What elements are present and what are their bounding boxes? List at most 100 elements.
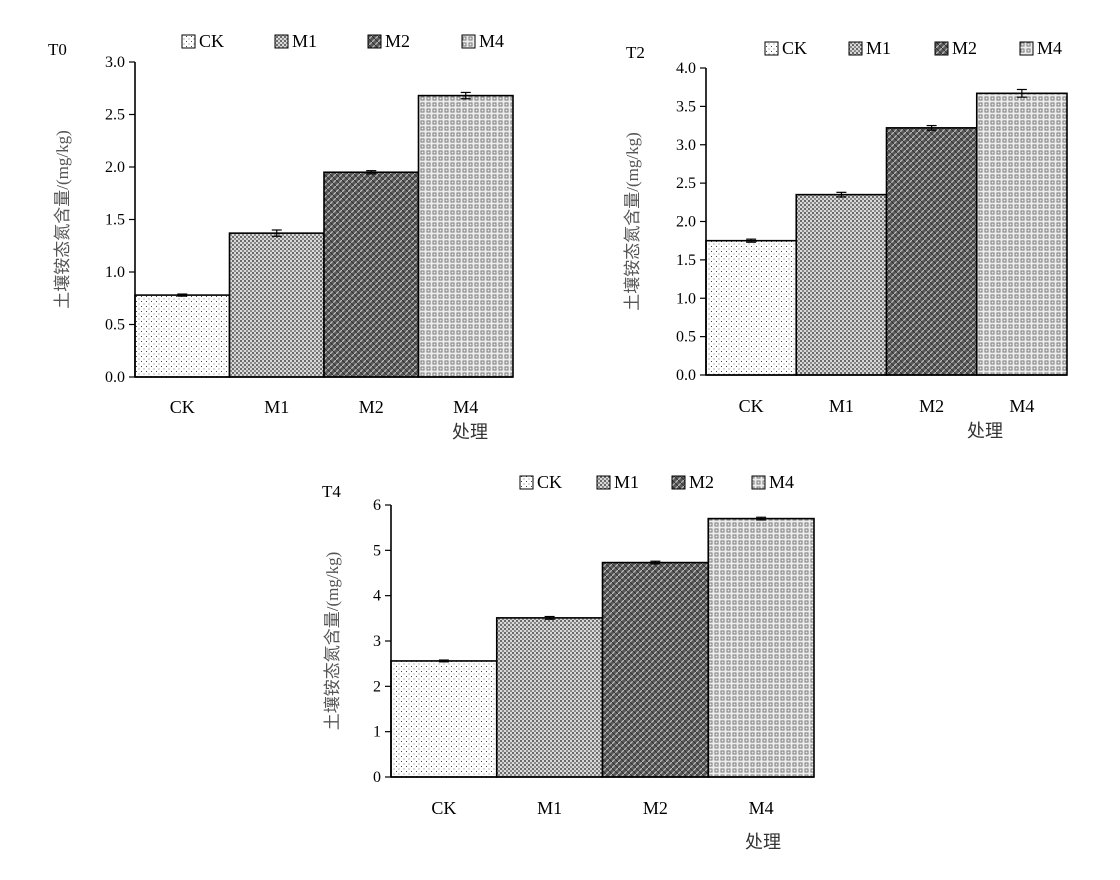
bar-ck [705, 239, 798, 376]
legend-label: M1 [614, 472, 639, 492]
legend-swatch [934, 41, 949, 56]
legend-label: CK [537, 472, 562, 492]
y-axis-label: 土壤铵态氮含量/(mg/kg) [52, 130, 72, 309]
legend-swatch [461, 34, 476, 49]
error-bar-ck [746, 238, 757, 243]
error-bar-m2 [650, 560, 661, 565]
legend-swatch [367, 34, 382, 49]
legend-label: M4 [1037, 38, 1062, 58]
legend-item-m1: M1 [274, 31, 317, 51]
legend-swatch [751, 475, 766, 490]
legend-item-m2: M2 [934, 38, 977, 58]
error-bar-m1 [544, 615, 555, 620]
x-tick-label: CK [739, 396, 764, 416]
y-tick-label: 2.5 [105, 107, 125, 124]
legend-label: CK [782, 38, 807, 58]
legend-swatch [848, 41, 863, 56]
bar-m4 [417, 94, 514, 378]
y-tick-label: 6 [373, 497, 381, 514]
x-tick-label: M4 [1009, 396, 1034, 416]
bar-ck [390, 660, 498, 778]
x-tick-label: CK [170, 397, 195, 417]
legend-swatch [519, 475, 534, 490]
error-bar-m4 [756, 516, 767, 521]
x-tick-label: M1 [829, 396, 854, 416]
bar-m2 [601, 561, 710, 778]
legend-item-m1: M1 [848, 38, 891, 58]
y-tick-label: 1.5 [676, 252, 696, 269]
y-tick-label: 3 [373, 633, 381, 650]
y-tick-label: 3.5 [676, 98, 696, 115]
legend-swatch [1019, 41, 1034, 56]
y-tick-label: 2.5 [676, 175, 696, 192]
bar-m4 [707, 517, 815, 778]
x-tick-label: M1 [264, 397, 289, 417]
x-axis-label: 处理 [452, 422, 488, 442]
x-tick-label: M2 [359, 397, 384, 417]
x-tick-label: M2 [919, 396, 944, 416]
y-tick-label: 0.5 [105, 317, 125, 334]
chart-T4: 0 1 2 3 4 5 6 CK M1 M2 M4 T4 土壤铵态氮含量/(mg/kg) 处理 CK M1 M2… [322, 472, 815, 852]
y-tick-label: 4 [373, 588, 381, 605]
legend-item-m2: M2 [367, 31, 410, 51]
x-tick-label: M2 [643, 798, 668, 818]
chart-T2: 0.0 0.5 1.0 1.5 2.0 2.5 3.0 3.5 4.0 CK M1 M2 M4 T2 土壤铵… [622, 38, 1068, 441]
error-bar-m1 [271, 229, 282, 237]
legend-item-m1: M1 [596, 472, 639, 492]
x-axis-label: 处理 [745, 832, 781, 852]
legend-item-m2: M2 [671, 472, 714, 492]
y-tick-label: 3.0 [676, 137, 696, 154]
legend-label: M2 [689, 472, 714, 492]
bar-m1 [228, 232, 325, 378]
error-bar-m2 [926, 124, 937, 131]
error-bar-m4 [460, 91, 471, 100]
legend-swatch [764, 41, 779, 56]
chart-T0: 0.0 0.5 1.0 1.5 2.0 2.5 3.0 CK M1 M2 M4 T0 土壤铵态氮含量/(… [48, 31, 514, 442]
legend-label: CK [199, 31, 224, 51]
legend-label: M4 [479, 31, 504, 51]
legend-item-ck: CK [519, 472, 562, 492]
y-tick-label: 1.0 [105, 264, 125, 281]
y-tick-label: 1 [373, 724, 381, 741]
legend-swatch [181, 34, 196, 49]
legend-label: M2 [385, 31, 410, 51]
legend-label: M2 [952, 38, 977, 58]
x-tick-label: CK [431, 798, 456, 818]
legend-item-m4: M4 [461, 31, 504, 51]
chart-title: T4 [322, 482, 341, 501]
y-tick-label: 3.0 [105, 54, 125, 71]
y-tick-label: 4.0 [676, 60, 696, 77]
y-tick-label: 0.0 [105, 369, 125, 386]
legend-label: M4 [769, 472, 794, 492]
y-tick-label: 5 [373, 542, 381, 559]
legend-label: M1 [292, 31, 317, 51]
y-tick-label: 2 [373, 678, 381, 695]
legend-item-ck: CK [764, 38, 807, 58]
legend-swatch [596, 475, 611, 490]
legend-swatch [671, 475, 686, 490]
bar-m1 [795, 193, 888, 376]
y-tick-label: 1.0 [676, 290, 696, 307]
legend-item-m4: M4 [751, 472, 794, 492]
x-tick-label: M1 [537, 798, 562, 818]
y-tick-label: 2.0 [676, 214, 696, 231]
error-bar-m1 [836, 191, 847, 198]
y-tick-label: 2.0 [105, 159, 125, 176]
legend-swatch [274, 34, 289, 49]
bar-m2 [323, 171, 420, 378]
error-bar-m2 [366, 170, 377, 175]
error-bar-ck [177, 293, 188, 297]
error-bar-ck [438, 659, 449, 663]
y-axis-label: 土壤铵态氮含量/(mg/kg) [322, 552, 342, 731]
bar-ck [134, 294, 231, 378]
x-tick-label: M4 [453, 397, 478, 417]
bar-m4 [975, 92, 1068, 376]
y-tick-label: 0.5 [676, 329, 696, 346]
x-tick-label: M4 [749, 798, 774, 818]
bar-m1 [495, 617, 604, 778]
legend-label: M1 [866, 38, 891, 58]
bar-m2 [885, 127, 978, 376]
chart-title: T0 [48, 40, 67, 59]
x-axis-label: 处理 [967, 421, 1003, 441]
